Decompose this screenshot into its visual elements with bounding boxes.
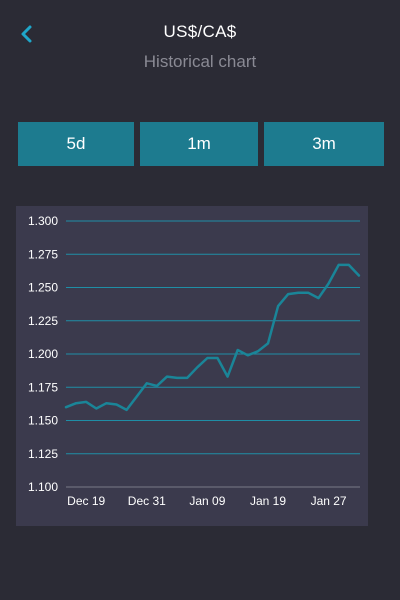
x-tick-label: Jan 19 (250, 494, 286, 508)
range-tabs: 5d 1m 3m (18, 122, 384, 166)
exchange-rate-chart: 1.300 1.275 1.250 1.225 1.200 1.175 1.150 1.125… (28, 214, 361, 508)
y-tick-label: 1.125 (28, 447, 58, 461)
chevron-left-icon (21, 25, 32, 43)
y-tick-label: 1.175 (28, 380, 58, 394)
x-tick-label: Jan 09 (189, 494, 225, 508)
x-tick-label: Dec 19 (67, 494, 105, 508)
tab-1m[interactable]: 1m (140, 122, 258, 166)
y-tick-label: 1.225 (28, 314, 58, 328)
page-title: US$/CA$ (163, 22, 237, 41)
x-tick-label: Dec 31 (128, 494, 166, 508)
x-tick-label: Jan 27 (311, 494, 347, 508)
y-tick-label: 1.250 (28, 281, 58, 295)
back-button[interactable] (14, 20, 38, 48)
tab-3m[interactable]: 3m (264, 122, 384, 166)
tab-5d[interactable]: 5d (18, 122, 134, 166)
y-tick-label: 1.275 (28, 247, 58, 261)
y-tick-label: 1.100 (28, 480, 58, 494)
chart-panel: 1.300 1.275 1.250 1.225 1.200 1.175 1.150 1.125… (16, 206, 368, 526)
y-tick-label: 1.150 (28, 414, 58, 428)
y-tick-label: 1.200 (28, 347, 58, 361)
page-subtitle: Historical chart (143, 52, 257, 71)
series-line (64, 263, 361, 412)
y-tick-label: 1.300 (28, 214, 58, 228)
header: US$/CA$ Historical chart (0, 0, 400, 100)
